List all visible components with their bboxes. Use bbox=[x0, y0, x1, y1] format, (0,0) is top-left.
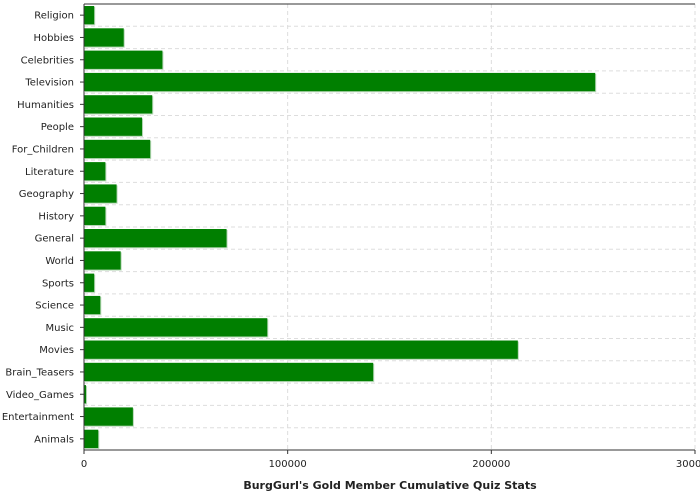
category-label: Hobbies bbox=[34, 33, 74, 44]
category-label: Celebrities bbox=[21, 55, 74, 66]
bar bbox=[84, 95, 153, 114]
category-label: Sports bbox=[42, 278, 74, 289]
category-label: Literature bbox=[25, 167, 74, 178]
bar bbox=[84, 362, 374, 382]
bar bbox=[84, 6, 95, 25]
bar bbox=[84, 385, 87, 404]
x-axis-title: BurgGurl's Gold Member Cumulative Quiz S… bbox=[243, 479, 537, 492]
bar bbox=[84, 162, 106, 181]
category-label: Entertainment bbox=[2, 412, 74, 423]
category-label: Movies bbox=[39, 345, 74, 356]
bar bbox=[84, 206, 106, 225]
x-tick-label: 200000 bbox=[472, 459, 510, 470]
bar bbox=[84, 184, 117, 203]
bar bbox=[84, 318, 268, 337]
x-tick-label: 0 bbox=[81, 459, 87, 470]
bar bbox=[84, 407, 133, 426]
bar bbox=[84, 28, 124, 47]
category-label: For_Children bbox=[12, 144, 74, 155]
bar bbox=[84, 429, 99, 448]
bar bbox=[84, 229, 227, 248]
bar bbox=[84, 72, 596, 92]
bars bbox=[84, 6, 597, 449]
bar bbox=[84, 50, 163, 69]
category-label: Animals bbox=[34, 434, 74, 445]
bar bbox=[84, 139, 151, 159]
category-label: Science bbox=[35, 301, 74, 312]
category-label: Music bbox=[46, 323, 74, 334]
labels: 0 100000 200000 300000 Religion Hobbies Celebr… bbox=[2, 11, 700, 470]
category-label: History bbox=[38, 211, 74, 222]
category-label: Brain_Teasers bbox=[5, 367, 74, 378]
bar bbox=[84, 273, 95, 292]
category-label: Television bbox=[24, 78, 74, 89]
category-label: General bbox=[35, 234, 74, 245]
x-tick-label: 100000 bbox=[269, 459, 307, 470]
category-label: Humanities bbox=[17, 100, 74, 111]
axes bbox=[83, 3, 695, 451]
grid-lines bbox=[84, 4, 696, 451]
bar bbox=[84, 295, 101, 315]
category-label: Video_Games bbox=[6, 390, 74, 401]
x-tick-label: 300000 bbox=[676, 459, 700, 470]
bar bbox=[84, 340, 518, 359]
category-label: Religion bbox=[34, 11, 74, 22]
bar bbox=[84, 251, 121, 270]
category-label: People bbox=[41, 122, 74, 133]
category-label: World bbox=[45, 256, 74, 267]
bar bbox=[84, 117, 143, 136]
category-label: Geography bbox=[19, 189, 74, 200]
